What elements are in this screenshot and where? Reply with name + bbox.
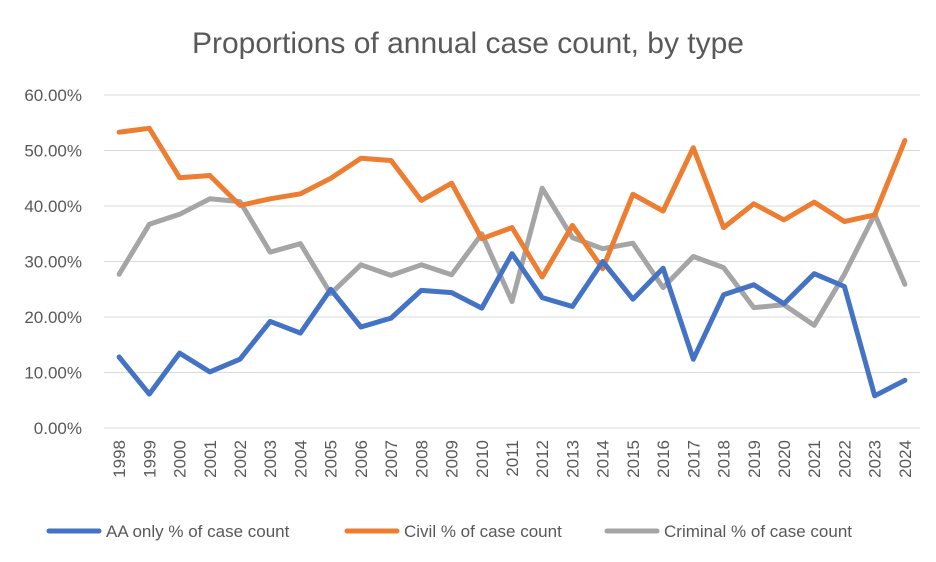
x-tick-label: 2018: [715, 440, 734, 478]
x-tick-label: 2016: [654, 440, 673, 478]
y-tick-label: 30.00%: [24, 253, 82, 272]
x-tick-label: 2020: [775, 440, 794, 478]
x-tick-label: 2001: [201, 440, 220, 478]
x-tick-label: 2017: [684, 440, 703, 478]
x-tick-label: 2003: [261, 440, 280, 478]
x-tick-label: 2015: [624, 440, 643, 478]
x-tick-label: 2002: [231, 440, 250, 478]
legend-label: Civil % of case count: [404, 522, 562, 541]
x-tick-label: 2000: [171, 440, 190, 478]
x-tick-label: 2006: [352, 440, 371, 478]
y-tick-label: 0.00%: [34, 419, 82, 438]
gridlines: [104, 94, 920, 429]
x-tick-label: 2012: [533, 440, 552, 478]
y-tick-label: 40.00%: [24, 197, 82, 216]
legend: AA only % of case count Civil % of case c…: [46, 522, 852, 541]
x-tick-label: 2014: [594, 440, 613, 478]
x-tick-label: 1998: [110, 440, 129, 478]
y-tick-label: 20.00%: [24, 308, 82, 327]
legend-label: AA only % of case count: [106, 522, 290, 541]
y-tick-label: 60.00%: [24, 86, 82, 105]
y-tick-label: 10.00%: [24, 364, 82, 383]
legend-label: Criminal % of case count: [664, 522, 852, 541]
x-tick-label: 2008: [412, 440, 431, 478]
y-axis-ticks: 0.00% 10.00% 20.00% 30.00% 40.00% 50.00% 60.00…: [24, 86, 82, 438]
x-tick-label: 2022: [835, 440, 854, 478]
x-tick-label: 1999: [140, 440, 159, 478]
x-tick-label: 2004: [291, 440, 310, 478]
series-lines: [116, 125, 908, 399]
chart-title: Proportions of annual case count, by typ…: [192, 27, 744, 60]
series-line-2: [116, 125, 908, 280]
y-tick-label: 50.00%: [24, 142, 82, 161]
x-tick-label: 2013: [563, 440, 582, 478]
x-tick-label: 2019: [745, 440, 764, 478]
x-tick-label: 2007: [382, 440, 401, 478]
x-tick-label: 2009: [443, 440, 462, 478]
x-tick-label: 2005: [322, 440, 341, 478]
x-tick-label: 2010: [473, 440, 492, 478]
x-tick-label: 2011: [503, 440, 522, 477]
x-axis-ticks: 1998 1999 2000 2001 2002 2003 2004 2005 2006 2007…: [110, 440, 915, 478]
x-tick-label: 2021: [805, 440, 824, 478]
x-tick-label: 2023: [866, 440, 885, 478]
series-line-3: [116, 185, 908, 328]
x-tick-label: 2024: [896, 440, 915, 478]
series-line-1: [116, 251, 908, 399]
